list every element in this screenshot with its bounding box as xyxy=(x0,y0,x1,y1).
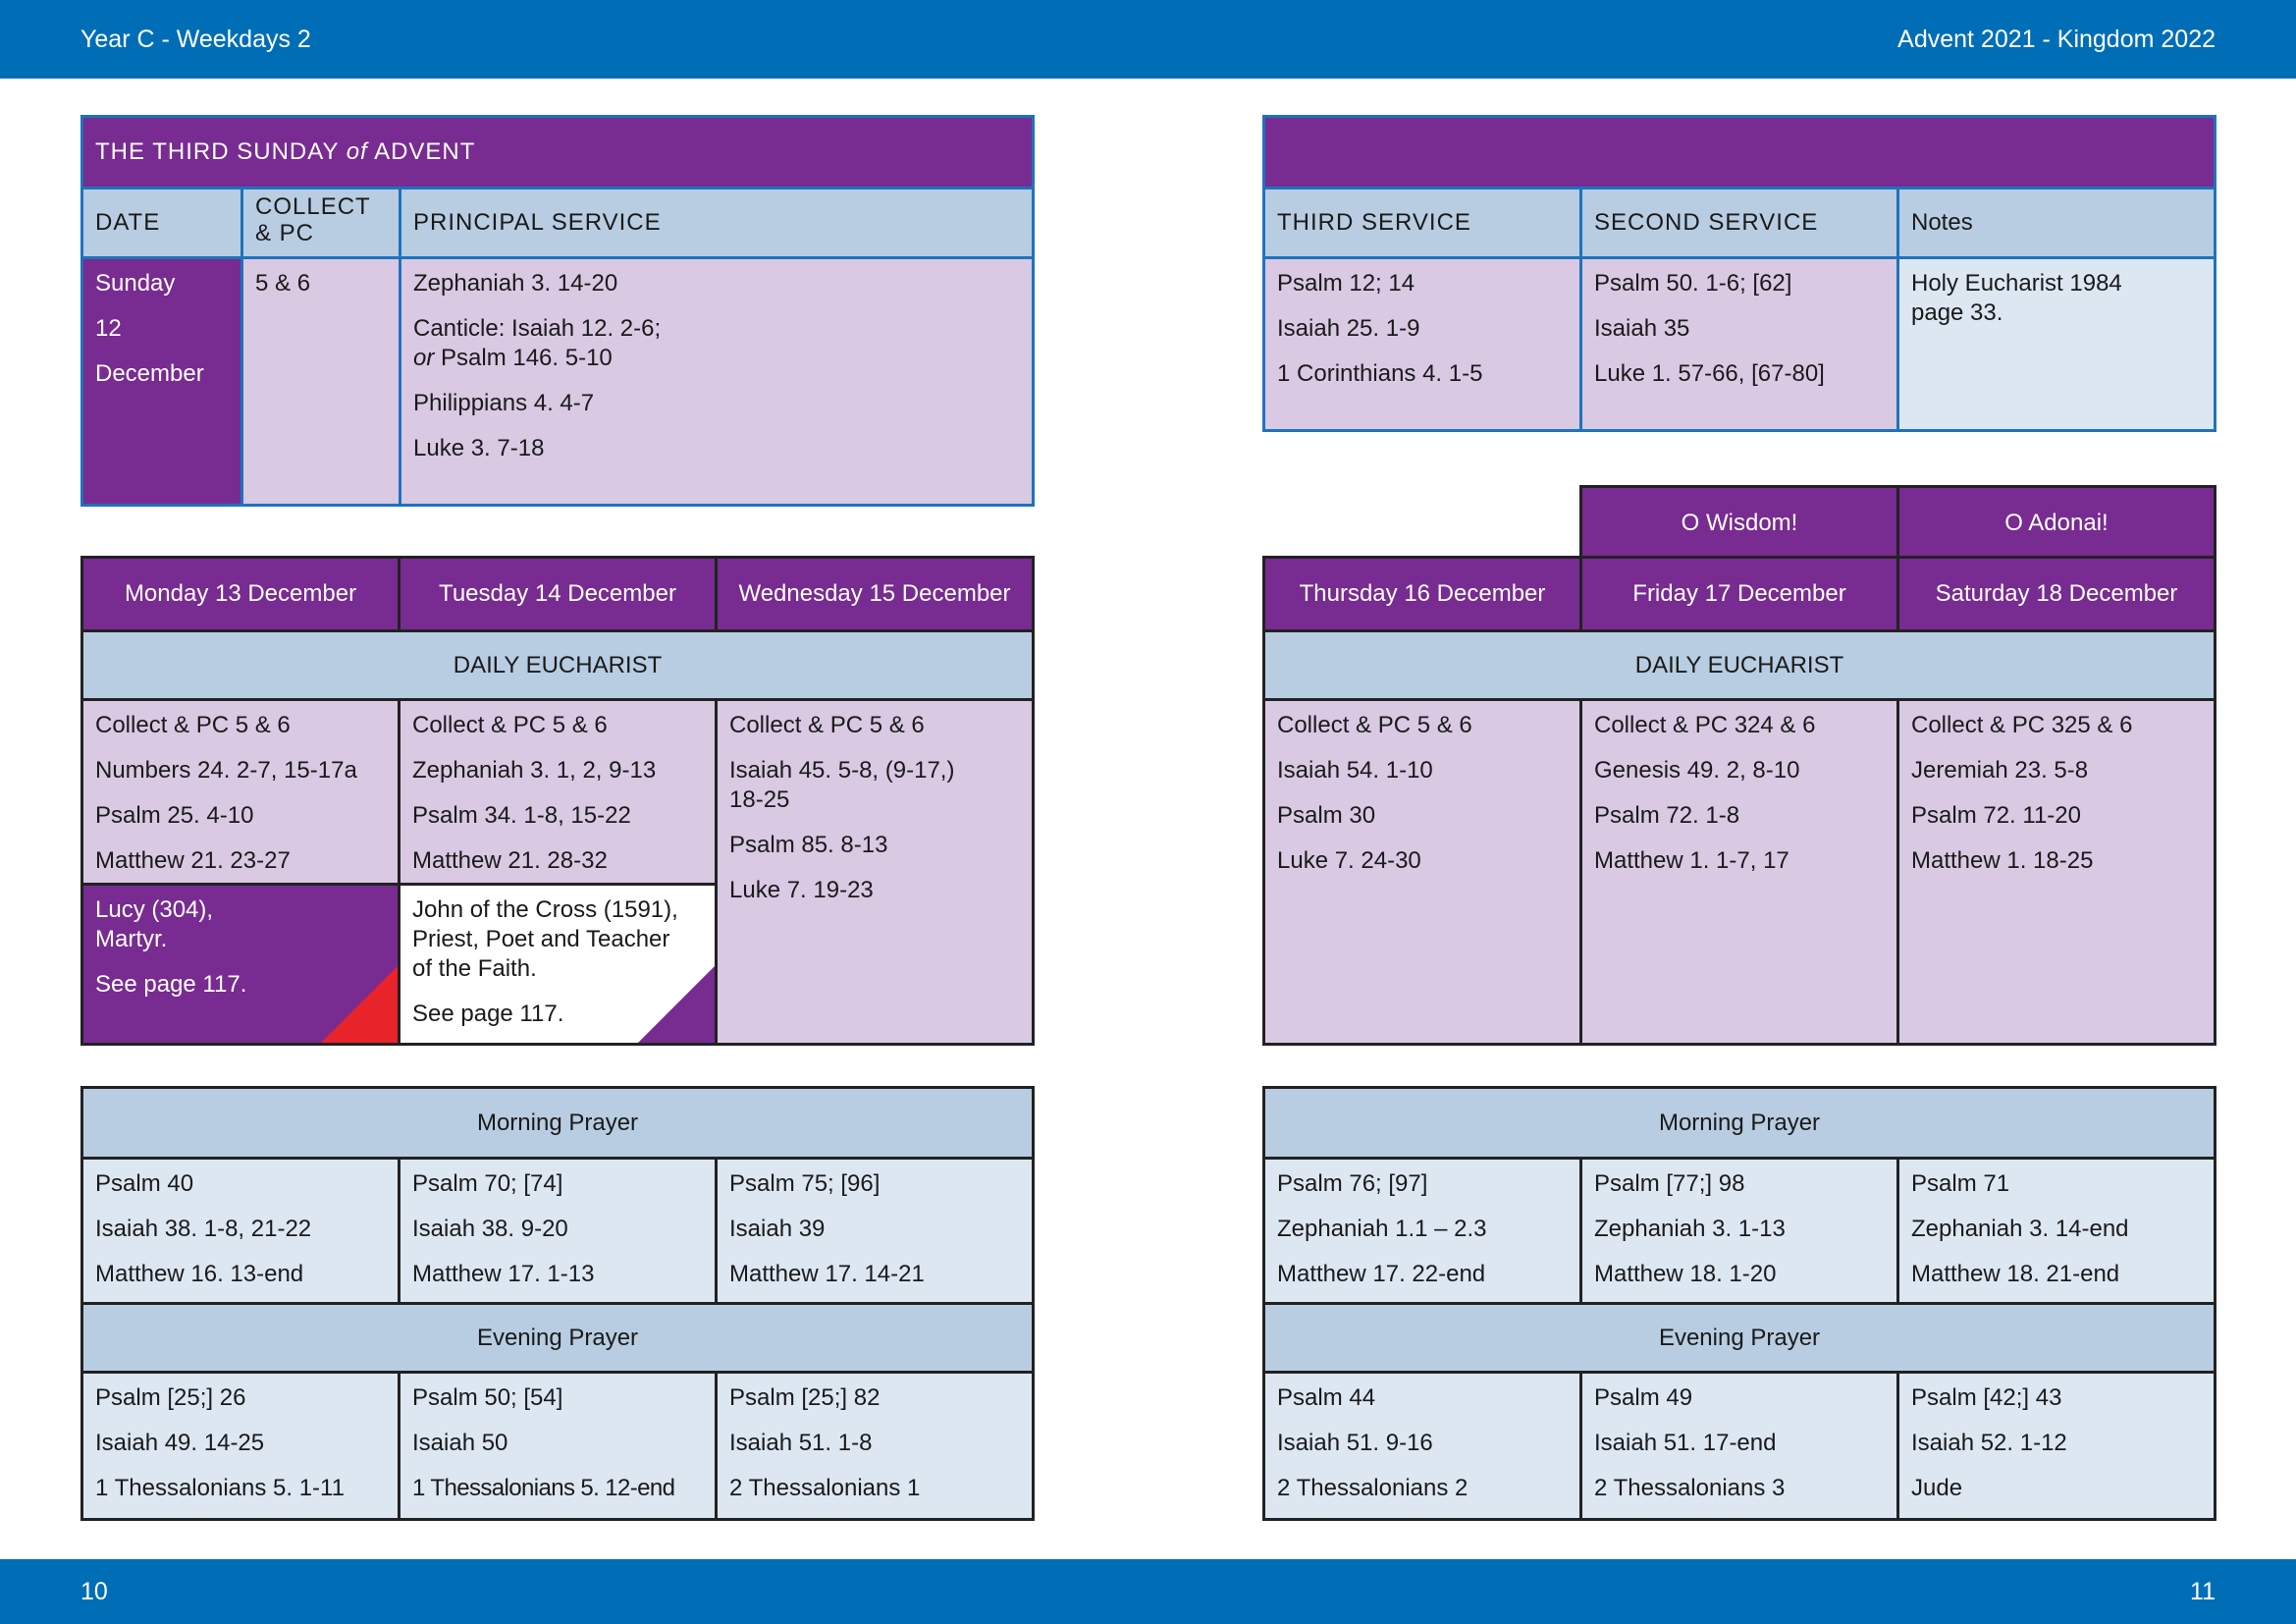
sunday-date-cell: Sunday 12 December xyxy=(83,259,240,504)
evening-wednesday: Psalm [25;] 82 Isaiah 51. 1-8 2 Thessaloni… xyxy=(718,1374,1032,1518)
page-number-left: 10 xyxy=(80,1578,108,1605)
morning-wednesday: Psalm 75; [96] Isaiah 39 Matthew 17. 14-21 xyxy=(718,1160,1032,1302)
prayer-table-left: Morning Prayer Psalm 40 Isaiah 38. 1-8, 2… xyxy=(80,1086,1035,1521)
day-header-wednesday: Wednesday 15 December xyxy=(718,559,1032,629)
page-footer-bar: 10 11 xyxy=(0,1559,2296,1624)
eucharist-monday: Collect & PC 5 & 6 Numbers 24. 2-7, 15-1… xyxy=(83,701,398,883)
morning-monday: Psalm 40 Isaiah 38. 1-8, 21-22 Matthew 16.… xyxy=(83,1160,398,1302)
morning-thursday: Psalm 76; [97] Zephaniah 1.1 – 2.3 Matthew… xyxy=(1265,1160,1579,1302)
evening-saturday: Psalm [42;] 43 Isaiah 52. 1-12 Jude xyxy=(1899,1374,2214,1518)
antiphon-header-row: O Wisdom! O Adonai! xyxy=(1579,485,2216,559)
morning-tuesday: Psalm 70; [74] Isaiah 38. 9-20 Matthew 17.… xyxy=(400,1160,715,1302)
eucharist-tuesday: Collect & PC 5 & 6 Zephaniah 3. 1, 2, 9-… xyxy=(400,701,715,883)
evening-tuesday: Psalm 50; [54] Isaiah 50 1 Thessalonians 5… xyxy=(400,1374,715,1518)
red-corner-marker xyxy=(321,966,398,1043)
day-header-saturday: Saturday 18 December xyxy=(1899,559,2214,629)
purple-corner-marker xyxy=(638,966,715,1043)
eucharist-table-left: Monday 13 December Tuesday 14 December W… xyxy=(80,556,1035,1046)
sunday-principal-table: THE THIRD SUNDAY of ADVENT DATE COLLECT &… xyxy=(80,115,1035,507)
prayer-table-right: Morning Prayer Psalm 76; [97] Zephaniah 1… xyxy=(1262,1086,2216,1521)
sunday-title-band-right xyxy=(1265,118,2214,187)
evening-monday: Psalm [25;] 26 Isaiah 49. 14-25 1 Thessalo… xyxy=(83,1374,398,1518)
day-header-thursday: Thursday 16 December xyxy=(1265,559,1579,629)
day-header-friday: Friday 17 December xyxy=(1582,559,1896,629)
evening-thursday: Psalm 44 Isaiah 51. 9-16 2 Thessalonians 2 xyxy=(1265,1374,1579,1518)
header-right-title: Advent 2021 - Kingdom 2022 xyxy=(1897,26,2216,53)
col-header-principal: PRINCIPAL SERVICE xyxy=(401,189,1032,256)
morning-friday: Psalm [77;] 98 Zephaniah 3. 1-13 Matthew 1… xyxy=(1582,1160,1896,1302)
col-header-third-service: THIRD SERVICE xyxy=(1265,189,1579,256)
sunday-title: THE THIRD SUNDAY of ADVENT xyxy=(83,118,1032,187)
morning-saturday: Psalm 71 Zephaniah 3. 14-end Matthew 18. 2… xyxy=(1899,1160,2214,1302)
eucharist-thursday: Collect & PC 5 & 6 Isaiah 54. 1-10 Psalm 3… xyxy=(1265,701,1579,1043)
evening-prayer-label-right: Evening Prayer xyxy=(1265,1305,2214,1371)
antiphon-o-adonai: O Adonai! xyxy=(1899,488,2214,559)
col-header-notes: Notes xyxy=(1899,189,2214,256)
eucharist-table-right: Thursday 16 December Friday 17 December … xyxy=(1262,556,2216,1046)
eucharist-wednesday: Collect & PC 5 & 6 Isaiah 45. 5-8, (9-17… xyxy=(718,701,1032,1043)
antiphon-o-wisdom: O Wisdom! xyxy=(1582,488,1896,559)
day-header-tuesday: Tuesday 14 December xyxy=(400,559,715,629)
col-header-second-service: SECOND SERVICE xyxy=(1582,189,1896,256)
john-of-the-cross-commemoration: John of the Cross (1591), Priest, Poet a… xyxy=(400,886,715,1043)
notes-cell: Holy Eucharist 1984 page 33. xyxy=(1899,259,2214,429)
daily-eucharist-label-right: DAILY EUCHARIST xyxy=(1265,632,2214,698)
sunday-principal-cell: Zephaniah 3. 14-20 Canticle: Isaiah 12. … xyxy=(401,259,1032,504)
page-header-bar: Year C - Weekdays 2 Advent 2021 - Kingdo… xyxy=(0,0,2296,79)
third-service-cell: Psalm 12; 14 Isaiah 25. 1-9 1 Corinthians … xyxy=(1265,259,1579,429)
morning-prayer-label-left: Morning Prayer xyxy=(83,1089,1032,1157)
header-left-title: Year C - Weekdays 2 xyxy=(80,26,311,53)
sunday-collect-cell: 5 & 6 xyxy=(243,259,399,504)
eucharist-friday: Collect & PC 324 & 6 Genesis 49. 2, 8-10 P… xyxy=(1582,701,1896,1043)
evening-prayer-label-left: Evening Prayer xyxy=(83,1305,1032,1371)
second-service-cell: Psalm 50. 1-6; [62] Isaiah 35 Luke 1. 57-6… xyxy=(1582,259,1896,429)
day-header-monday: Monday 13 December xyxy=(83,559,398,629)
daily-eucharist-label-left: DAILY EUCHARIST xyxy=(83,632,1032,698)
sunday-other-services-table: THIRD SERVICE SECOND SERVICE Notes Psalm… xyxy=(1262,115,2216,432)
col-header-collect: COLLECT & PC xyxy=(243,189,399,256)
col-header-date: DATE xyxy=(83,189,240,256)
lucy-commemoration: Lucy (304), Martyr. See page 117. xyxy=(83,886,398,1043)
page-number-right: 11 xyxy=(2190,1578,2216,1605)
eucharist-saturday: Collect & PC 325 & 6 Jeremiah 23. 5-8 Psal… xyxy=(1899,701,2214,1043)
evening-friday: Psalm 49 Isaiah 51. 17-end 2 Thessalonians… xyxy=(1582,1374,1896,1518)
morning-prayer-label-right: Morning Prayer xyxy=(1265,1089,2214,1157)
